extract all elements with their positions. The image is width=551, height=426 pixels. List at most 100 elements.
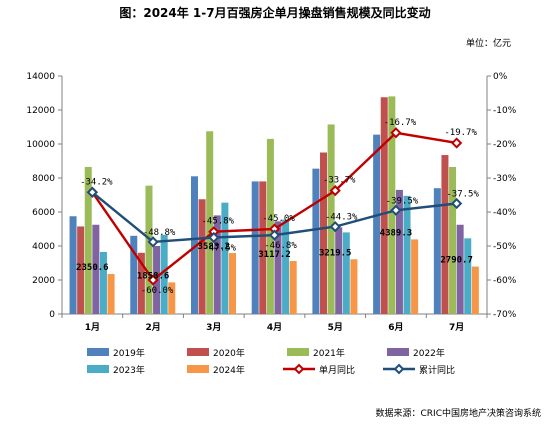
- legend-swatch-2019年: [87, 348, 109, 356]
- bar-2020年-7月: [441, 155, 449, 314]
- bar-2022年-5月: [335, 227, 343, 314]
- y-tick-label: 12000: [26, 106, 55, 116]
- line-label-cumulative-2月: -48.8%: [143, 228, 176, 238]
- bar-2020年-6月: [380, 97, 388, 314]
- chart-title: 图：2024年 1-7月百强房企单月操盘销售规模及同比变动: [119, 5, 430, 20]
- legend-marker-单月同比: [293, 363, 305, 375]
- bar-2020年-3月: [198, 199, 206, 314]
- marker-累计同比-5月: [329, 221, 341, 233]
- line-label-monthly-4月: -45.0%: [262, 214, 295, 224]
- bar-2024年-3月: [228, 253, 236, 314]
- y-tick-label: 2000: [32, 276, 55, 286]
- marker-累计同比-3月: [208, 231, 220, 244]
- y-tick-label: 0: [49, 310, 55, 320]
- legend-marker-累计同比: [393, 363, 405, 375]
- bar-2022年-3月: [213, 215, 221, 314]
- legend-swatch-2024年: [187, 365, 209, 373]
- legend-swatch-2022年: [387, 348, 409, 356]
- bar-2021年-1月: [84, 166, 92, 314]
- bar-2019年-2月: [130, 235, 138, 314]
- y-tick-label: 10000: [26, 140, 55, 150]
- legend-label-2024年: 2024年: [213, 364, 245, 376]
- y2-tick-label: -30%: [493, 174, 517, 184]
- bar-2021年-3月: [206, 131, 214, 314]
- bar-2019年-1月: [69, 216, 77, 314]
- bar-2023年-1月: [99, 251, 107, 314]
- legend-label-2020年: 2020年: [213, 347, 245, 359]
- y-tick-label: 4000: [32, 242, 55, 252]
- bar-2024年-1月: [107, 274, 115, 314]
- line-label-monthly-2月: -60.0%: [141, 286, 174, 296]
- y2-tick-label: -10%: [493, 106, 517, 116]
- bar-2023年-6月: [403, 195, 411, 314]
- bar-2020年-2月: [137, 252, 145, 314]
- plot-area: 0 2000 4000 6000 8000 10000 12000 14000 0% -10% -2…: [26, 72, 516, 333]
- legend-label-2022年: 2022年: [413, 347, 445, 359]
- bar-label-2024-1月: 2350.6: [76, 263, 109, 273]
- y2-tick-label: -50%: [493, 242, 517, 252]
- line-label-cumulative-5月: -44.3%: [325, 213, 358, 223]
- bar-2024年-6月: [411, 239, 419, 314]
- bar-2020年-5月: [320, 152, 328, 314]
- marker-累计同比-6月: [390, 204, 402, 216]
- legend-label-2023年: 2023年: [113, 364, 145, 376]
- bar-2021年-2月: [145, 185, 153, 314]
- legend: 2019年 2020年 2021年 2022年 2023年 2024年 单月同比 累计同比: [87, 347, 455, 376]
- line-label-cumulative-4月: -46.8%: [264, 241, 297, 251]
- source-note: 数据来源：CRIC中国房地产决策咨询系统: [376, 407, 541, 419]
- bar-2023年-4月: [282, 219, 290, 314]
- bar-2024年-4月: [289, 261, 297, 314]
- bar-2021年-6月: [388, 96, 396, 315]
- x-tick-label: 3月: [206, 322, 221, 333]
- marker-单月同比-7月: [451, 137, 463, 149]
- legend-swatch-2021年: [287, 348, 309, 356]
- bar-2019年-7月: [433, 188, 441, 314]
- unit-label: 单位：亿元: [466, 37, 511, 49]
- bar-2020年-4月: [259, 181, 267, 314]
- legend-label-2021年: 2021年: [313, 347, 345, 359]
- marker-累计同比-4月: [268, 229, 281, 241]
- line-label-cumulative-3月: -47.5%: [204, 244, 237, 254]
- y-tick-label: 14000: [26, 72, 55, 82]
- x-tick-label: 6月: [388, 322, 403, 333]
- marker-累计同比-2月: [147, 236, 159, 248]
- bar-2021年-5月: [327, 124, 335, 314]
- bar-2023年-7月: [464, 238, 472, 314]
- bar-2022年-1月: [92, 224, 100, 314]
- marker-累计同比-1月: [86, 186, 98, 198]
- bar-label-2024-6月: 4389.3: [380, 228, 413, 238]
- bar-2019年-3月: [190, 176, 198, 314]
- bar-label-2024-4月: 3117.2: [258, 250, 291, 260]
- bar-label-2024-3月: 3583.2: [198, 242, 231, 252]
- bar-2019年-5月: [312, 168, 320, 314]
- bar-2022年-7月: [456, 224, 464, 314]
- line-label-monthly-7月: -19.7%: [444, 128, 477, 138]
- legend-swatch-2023年: [87, 365, 109, 373]
- bar-2022年-6月: [395, 189, 403, 314]
- bar-2021年-4月: [266, 138, 274, 314]
- legend-label-单月同比: 单月同比: [319, 364, 355, 376]
- x-tick-label: 7月: [449, 322, 464, 333]
- bar-2020年-1月: [77, 226, 85, 314]
- y2-tick-label: -20%: [493, 140, 517, 150]
- marker-单月同比-5月: [329, 184, 341, 197]
- bar-2019年-6月: [373, 134, 381, 314]
- bar-2023年-3月: [221, 202, 229, 314]
- x-tick-label: 2月: [145, 322, 160, 333]
- legend-label-累计同比: 累计同比: [419, 364, 455, 376]
- bar-label-2024-5月: 3219.5: [319, 248, 352, 258]
- bar-2024年-5月: [350, 259, 358, 314]
- legend-swatch-2020年: [187, 348, 209, 356]
- x-tick-label: 4月: [267, 322, 282, 333]
- x-tick-label: 5月: [328, 322, 343, 333]
- line-label-cumulative-6月: -39.5%: [386, 196, 419, 206]
- y2-tick-label: -70%: [493, 310, 517, 320]
- y-tick-label: 6000: [32, 208, 55, 218]
- legend-label-2019年: 2019年: [113, 347, 145, 359]
- y-tick-label: 8000: [32, 174, 55, 184]
- bar-2019年-4月: [251, 181, 259, 314]
- bar-2022年-4月: [274, 221, 282, 314]
- marker-单月同比-6月: [390, 127, 402, 139]
- line-label-monthly-1月: -34.2%: [80, 177, 113, 187]
